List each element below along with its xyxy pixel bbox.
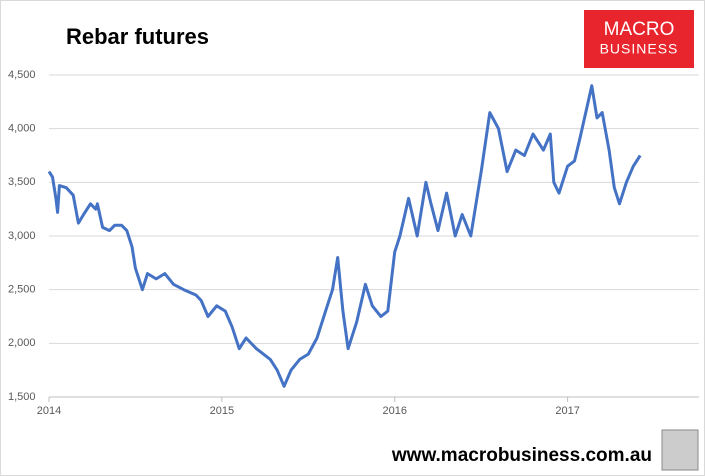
y-tick-label: 2,000 (8, 337, 36, 349)
logo-line2: BUSINESS (600, 41, 679, 57)
y-tick-label: 3,500 (8, 176, 36, 188)
footer-url: www.macrobusiness.com.au (391, 445, 652, 466)
y-tick-label: 4,500 (8, 69, 36, 81)
x-tick-label: 2017 (555, 405, 579, 417)
x-tick-label: 2015 (210, 405, 234, 417)
x-tick-label: 2014 (37, 405, 61, 417)
logo-icon (661, 429, 699, 471)
logo-box (584, 10, 694, 68)
y-tick-label: 2,500 (8, 284, 36, 296)
plot-area: 1,500 2,000 2,500 3,000 3,500 4,000 4,500 2014 2… (8, 69, 699, 417)
data-line (47, 84, 642, 388)
logo-line1: MACRO (604, 19, 675, 40)
x-tick-label: 2016 (383, 405, 407, 417)
y-tick-label: 1,500 (8, 391, 36, 403)
y-tick-label: 4,000 (8, 123, 36, 135)
chart-title: Rebar futures (66, 24, 209, 49)
y-tick-label: 3,000 (8, 230, 36, 242)
